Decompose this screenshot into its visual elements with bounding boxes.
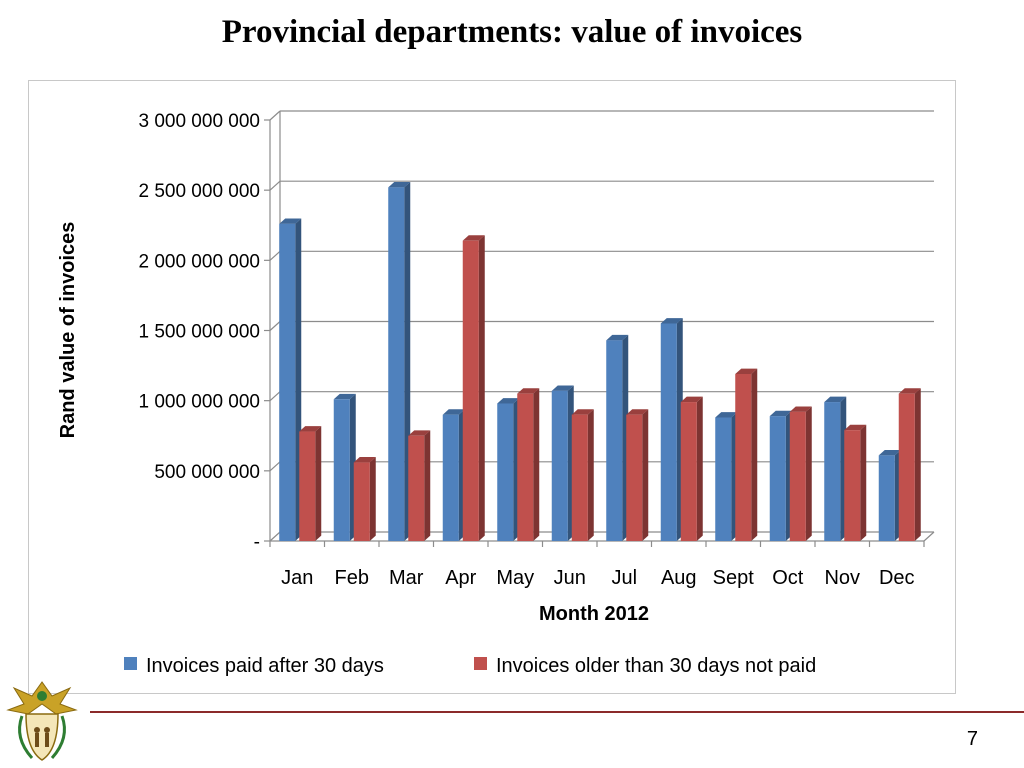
bar-paid-dec	[878, 455, 895, 541]
bar-unpaid-jul	[626, 414, 643, 541]
x-tick-label: Apr	[445, 567, 476, 589]
x-tick-label: Feb	[335, 567, 369, 589]
bar-side	[587, 409, 594, 541]
bar-side	[696, 396, 703, 541]
x-tick-label: Jan	[281, 567, 313, 589]
bar-unpaid-apr	[462, 240, 479, 542]
floor-edge	[923, 531, 935, 542]
y-tick-label: 3 000 000 000	[138, 111, 260, 132]
bar-side	[751, 368, 758, 541]
bar-side	[533, 388, 540, 541]
slide-title: Provincial departments: value of invoice…	[221, 14, 803, 50]
bar-top	[462, 235, 485, 241]
legend-label: Invoices older than 30 days not paid	[496, 655, 816, 677]
bar-unpaid-sept	[735, 374, 752, 541]
bar-top	[735, 368, 758, 375]
bar-top	[551, 385, 574, 391]
y-tick-label: 2 000 000 000	[138, 251, 260, 272]
y-tick-label: 2 500 000 000	[138, 181, 260, 202]
footer-divider	[90, 711, 1024, 713]
bar-unpaid-mar	[408, 435, 425, 541]
bar-side	[914, 388, 921, 541]
y-axis-title: Rand value of invoices	[57, 222, 79, 439]
bar-top	[898, 388, 921, 394]
bar-top	[299, 426, 322, 432]
bar-top	[789, 406, 812, 412]
bar-top	[333, 393, 356, 400]
bar-top	[769, 410, 792, 417]
bar-top	[408, 430, 431, 436]
bar-paid-mar	[388, 187, 405, 542]
bar-paid-oct	[769, 416, 786, 541]
bar-paid-nov	[824, 402, 841, 541]
bar-paid-jun	[551, 390, 568, 541]
bar-top	[680, 396, 703, 403]
x-tick-label: Mar	[389, 567, 424, 589]
bar-side	[315, 426, 322, 541]
bar-side	[424, 430, 431, 541]
bar-paid-apr	[442, 414, 459, 541]
gridline-side	[269, 250, 281, 261]
bar-paid-may	[497, 403, 514, 541]
bar-side	[860, 424, 867, 541]
bar-top	[626, 409, 649, 415]
bar-unpaid-aug	[680, 402, 697, 541]
bar-unpaid-jun	[571, 414, 588, 541]
x-tick-label: Nov	[824, 567, 860, 589]
y-tick-label: -	[254, 532, 260, 553]
coat-of-arms-logo	[6, 681, 78, 761]
x-tick-label: Dec	[879, 567, 915, 589]
legend-swatch	[124, 657, 137, 670]
bar-top	[660, 318, 683, 324]
bar-unpaid-dec	[898, 393, 915, 541]
bar-paid-jul	[606, 340, 623, 541]
gridline-side	[269, 391, 281, 402]
bar-top	[442, 409, 465, 415]
bar-unpaid-may	[517, 393, 534, 541]
bar-top	[517, 388, 540, 394]
x-tick-label: May	[496, 567, 534, 589]
gridline-side	[269, 321, 281, 331]
legend-label: Invoices paid after 30 days	[146, 655, 384, 677]
bar-top	[824, 396, 847, 403]
bar-paid-feb	[333, 399, 350, 541]
gridline-side	[269, 461, 281, 472]
gridline-side	[269, 110, 281, 121]
bar-top	[606, 334, 629, 341]
bar-top	[388, 181, 411, 188]
x-axis-title: Month 2012	[539, 603, 649, 625]
x-tick-label: Jul	[611, 567, 637, 589]
chart-frame	[28, 80, 956, 694]
x-tick-label: Oct	[772, 567, 804, 589]
bar-paid-jan	[279, 223, 296, 541]
bar-top	[878, 449, 901, 456]
bar-side	[369, 457, 376, 541]
x-tick-label: Sept	[713, 567, 755, 589]
bar-side	[805, 406, 812, 541]
x-tick-label: Jun	[554, 567, 586, 589]
bar-side	[478, 235, 485, 541]
bar-unpaid-feb	[353, 462, 370, 541]
y-tick-label: 1 500 000 000	[138, 322, 260, 343]
bar-top	[497, 398, 520, 404]
gridline-side	[269, 531, 281, 542]
x-tick-label: Aug	[661, 567, 697, 589]
y-tick-label: 1 000 000 000	[138, 392, 260, 413]
chart: - 500 000 000 1 000 000 000 1 500 000 000 2 …	[57, 110, 935, 677]
bar-top	[571, 409, 594, 415]
page-number: 7	[966, 728, 978, 750]
bar-side	[642, 409, 649, 541]
bar-unpaid-oct	[789, 411, 806, 541]
bar-top	[715, 412, 738, 418]
bar-top	[353, 457, 376, 463]
gridline-side	[269, 180, 281, 191]
bar-top	[279, 218, 302, 224]
bar-unpaid-nov	[844, 430, 861, 541]
bar-paid-sept	[715, 417, 732, 541]
y-tick-label: 500 000 000	[154, 462, 260, 483]
legend-swatch	[474, 657, 487, 670]
bar-unpaid-jan	[299, 431, 316, 541]
bar-paid-aug	[660, 323, 677, 541]
bar-top	[844, 424, 867, 431]
